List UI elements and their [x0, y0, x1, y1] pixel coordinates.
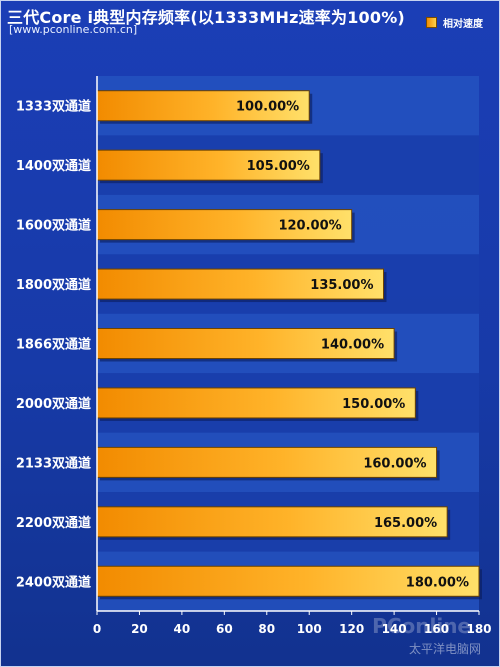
x-tick-label: 20: [131, 622, 148, 636]
chart-subtitle: [www.pconline.com.cn]: [9, 23, 138, 36]
watermark-sub: 太平洋电脑网: [409, 641, 481, 656]
bar: [96, 149, 321, 181]
category-label: 1800双通道: [16, 277, 91, 293]
bar: [96, 209, 353, 241]
chart-title: 三代Core i典型内存频率(以1333MHz速率为100%): [7, 8, 405, 27]
bar: [96, 506, 448, 538]
bar-value-label: 140.00%: [321, 338, 384, 353]
bar: [96, 565, 480, 597]
category-labels: 1333双通道 1400双通道 1600双通道 1800双通道 1866双通道 2000双…: [16, 99, 91, 591]
bar-value-label: 150.00%: [342, 397, 405, 412]
category-label: 2200双通道: [16, 515, 91, 531]
bar: [96, 90, 310, 122]
x-tick-label: 80: [258, 622, 275, 636]
category-label: 1400双通道: [16, 158, 91, 174]
category-label: 2133双通道: [16, 455, 91, 471]
bar-value-label: 180.00%: [406, 575, 469, 590]
legend-label: 相对速度: [443, 19, 483, 30]
category-label: 1333双通道: [16, 99, 91, 115]
category-label: 2400双通道: [16, 574, 91, 590]
watermark-main: PConline: [372, 614, 471, 638]
category-label: 1866双通道: [16, 337, 91, 353]
category-label: 1600双通道: [16, 218, 91, 234]
watermark: PConline 太平洋电脑网: [372, 614, 481, 656]
bar-value-label: 160.00%: [363, 456, 426, 471]
x-tick-label: 140: [382, 622, 407, 636]
bar-value-label: 165.00%: [374, 516, 437, 531]
x-tick-label: 100: [297, 622, 322, 636]
x-tick-label: 40: [174, 622, 191, 636]
category-label: 2000双通道: [16, 396, 91, 412]
bar-value-label: 100.00%: [236, 100, 299, 115]
bar-value-label: 120.00%: [278, 219, 341, 234]
x-tick-label: 120: [339, 622, 364, 636]
bars: 100.00% 105.00% 120.00% 135.00% 140.00% 150.0…: [96, 90, 482, 600]
x-axis: 0 20 40 60 80 100 120 140 160 180: [93, 76, 492, 636]
bar: [96, 268, 384, 300]
bar-value-label: 135.00%: [310, 278, 373, 293]
bar-value-label: 105.00%: [247, 159, 310, 174]
legend: 相对速度: [426, 15, 483, 30]
bar: [96, 446, 438, 478]
x-tick-label: 160: [424, 622, 449, 636]
legend-swatch: [426, 17, 437, 28]
x-tick-label: 180: [466, 622, 491, 636]
x-tick-label: 60: [216, 622, 233, 636]
x-tick-label: 0: [93, 622, 101, 636]
